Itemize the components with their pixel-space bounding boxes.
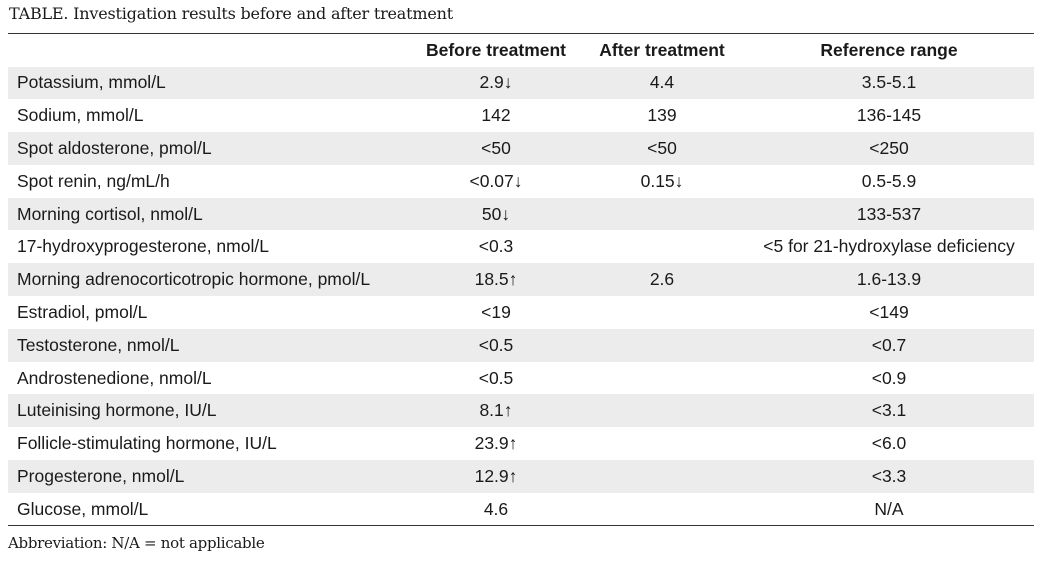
row-parameter: Testosterone, nmol/L	[17, 334, 180, 355]
row-after-value: <50	[647, 137, 677, 158]
table-row: 17-hydroxyprogesterone, nmol/L <0.3 <5 f…	[8, 230, 1034, 263]
row-reference-range: 0.5-5.9	[861, 170, 917, 191]
row-after-value	[580, 394, 744, 427]
header-before-treatment: Before treatment	[425, 39, 567, 60]
row-before-value: 2.9↓	[479, 72, 513, 93]
row-reference-range: <3.1	[871, 400, 907, 421]
row-before-value: 23.9↑	[474, 433, 518, 454]
row-after-value: 4.4	[649, 72, 675, 93]
header-after-treatment: After treatment	[599, 39, 725, 60]
table-row: Follicle-stimulating hormone, IU/L 23.9↑…	[8, 427, 1034, 460]
row-before-value: <0.5	[478, 334, 514, 355]
header-reference-range: Reference range	[820, 39, 958, 60]
row-reference-range: <3.3	[871, 465, 907, 486]
results-table-container: Before treatment After treatment Referen…	[8, 33, 1034, 526]
row-parameter: Androstenedione, nmol/L	[17, 367, 212, 388]
row-before-value: 142	[481, 105, 511, 126]
table-row: Potassium, mmol/L 2.9↓ 4.4 3.5-5.1	[8, 66, 1034, 100]
table-row: Testosterone, nmol/L <0.5 <0.7	[8, 328, 1034, 362]
table-row: Morning adrenocorticotropic hormone, pmo…	[8, 263, 1034, 297]
row-after-value	[580, 362, 744, 395]
row-before-value: 18.5↑	[474, 269, 518, 290]
row-parameter: Morning cortisol, nmol/L	[17, 203, 203, 224]
row-after-value: 139	[647, 105, 677, 126]
row-after-value	[580, 460, 744, 493]
row-reference-range: <6.0	[871, 433, 907, 454]
row-parameter: Progesterone, nmol/L	[17, 465, 185, 486]
row-parameter: Morning adrenocorticotropic hormone, pmo…	[17, 269, 371, 290]
row-after-value	[580, 329, 744, 362]
row-parameter: Follicle-stimulating hormone, IU/L	[17, 433, 277, 454]
table-row: Androstenedione, nmol/L <0.5 <0.9	[8, 362, 1034, 395]
table-caption: TABLE. Investigation results before and …	[9, 4, 453, 23]
row-parameter: Spot renin, ng/mL/h	[17, 170, 170, 191]
row-before-value: 4.6	[483, 498, 509, 519]
row-before-value: 8.1↑	[479, 400, 513, 421]
row-after-value	[580, 427, 744, 460]
row-reference-range: <149	[869, 301, 909, 322]
table-row: Spot aldosterone, pmol/L <50 <50 <250	[8, 132, 1034, 165]
row-before-value: <0.07↓	[469, 170, 523, 191]
row-after-value	[580, 198, 744, 231]
table-row: Glucose, mmol/L 4.6 N/A	[8, 493, 1034, 526]
row-parameter: Potassium, mmol/L	[17, 72, 166, 93]
row-before-value: <0.3	[478, 236, 514, 257]
row-reference-range: 133-537	[856, 203, 922, 224]
row-before-value: 12.9↑	[474, 465, 518, 486]
row-reference-range: <0.9	[871, 367, 907, 388]
abbreviation-footnote: Abbreviation: N/A = not applicable	[8, 534, 265, 552]
header-parameter	[8, 34, 412, 67]
row-reference-range: 1.6-13.9	[856, 269, 922, 290]
row-reference-range: N/A	[874, 498, 904, 519]
row-before-value: 50↓	[481, 203, 511, 224]
row-reference-range: 136-145	[856, 105, 922, 126]
row-before-value: <0.5	[478, 367, 514, 388]
row-parameter: Sodium, mmol/L	[17, 105, 144, 126]
row-parameter: Luteinising hormone, IU/L	[17, 400, 217, 421]
row-reference-range: <5 for 21-hydroxylase deficiency	[763, 236, 1015, 257]
row-parameter: Spot aldosterone, pmol/L	[17, 137, 212, 158]
table-header-row: Before treatment After treatment Referen…	[8, 33, 1034, 67]
row-after-value: 0.15↓	[640, 170, 684, 191]
row-before-value: <19	[481, 301, 511, 322]
results-table: Before treatment After treatment Referen…	[8, 33, 1034, 526]
table-row: Spot renin, ng/mL/h <0.07↓ 0.15↓ 0.5-5.9	[8, 165, 1034, 198]
row-after-value	[580, 296, 744, 329]
table-row: Estradiol, pmol/L <19 <149	[8, 296, 1034, 329]
table-row: Sodium, mmol/L 142 139 136-145	[8, 99, 1034, 132]
row-parameter: 17-hydroxyprogesterone, nmol/L	[17, 236, 269, 257]
row-before-value: <50	[481, 137, 511, 158]
row-after-value: 2.6	[649, 269, 675, 290]
row-after-value	[580, 230, 744, 263]
row-parameter: Estradiol, pmol/L	[17, 301, 148, 322]
table-row: Morning cortisol, nmol/L 50↓ 133-537	[8, 197, 1034, 231]
table-row: Luteinising hormone, IU/L 8.1↑ <3.1	[8, 394, 1034, 428]
row-reference-range: <250	[869, 137, 909, 158]
table-row: Progesterone, nmol/L 12.9↑ <3.3	[8, 460, 1034, 493]
row-after-value	[580, 493, 744, 526]
row-reference-range: 3.5-5.1	[861, 72, 917, 93]
row-parameter: Glucose, mmol/L	[17, 498, 149, 519]
row-reference-range: <0.7	[871, 334, 907, 355]
